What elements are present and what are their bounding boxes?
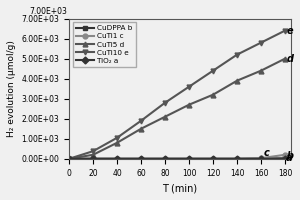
CuTi10 e [187,85,191,88]
X-axis label: T (min): T (min) [163,183,198,193]
Line: CuTi10 e: CuTi10 e [67,28,287,161]
CuTi1 c [235,158,239,160]
CuTi10 e [115,137,119,139]
CuTi1 c [187,158,191,160]
CuTi5 d [139,128,143,130]
CuDPPA b [163,158,167,160]
Line: CuDPPA b: CuDPPA b [67,156,287,161]
CuTi10 e [139,120,143,122]
CuTi1 c [259,157,263,159]
Text: c: c [263,148,269,158]
TiO₂ a [91,158,95,160]
CuDPPA b [139,158,143,160]
CuTi1 c [283,154,287,156]
Y-axis label: H₂ evolution (μmol/g): H₂ evolution (μmol/g) [7,40,16,137]
CuTi5 d [187,103,191,106]
CuTi1 c [115,158,119,160]
Text: b: b [286,151,293,161]
TiO₂ a [163,158,167,160]
CuTi5 d [283,57,287,60]
CuDPPA b [67,158,71,160]
CuTi10 e [259,41,263,44]
CuDPPA b [235,158,239,160]
CuTi10 e [91,150,95,152]
CuTi5 d [163,116,167,118]
CuTi5 d [67,158,71,160]
CuTi10 e [163,101,167,104]
TiO₂ a [187,158,191,160]
CuTi10 e [235,53,239,56]
CuTi10 e [283,29,287,32]
Line: TiO₂ a: TiO₂ a [67,156,287,161]
Text: 7.00E+03: 7.00E+03 [29,7,67,16]
Text: d: d [286,54,293,64]
Text: e: e [286,26,293,36]
CuTi1 c [163,158,167,160]
TiO₂ a [235,158,239,160]
TiO₂ a [115,158,119,160]
CuTi1 c [91,158,95,160]
CuTi5 d [211,93,215,96]
CuTi5 d [259,69,263,72]
CuTi10 e [211,69,215,72]
CuDPPA b [187,158,191,160]
CuDPPA b [211,158,215,160]
Legend: CuDPPA b, CuTi1 c, CuTi5 d, CuTi10 e, TiO₂ a: CuDPPA b, CuTi1 c, CuTi5 d, CuTi10 e, Ti… [73,22,136,67]
CuDPPA b [91,158,95,160]
Text: a: a [286,153,293,163]
TiO₂ a [283,157,287,160]
TiO₂ a [259,158,263,160]
CuTi10 e [67,158,71,160]
CuTi1 c [67,158,71,160]
CuTi5 d [235,79,239,82]
CuTi1 c [139,158,143,160]
CuTi5 d [115,142,119,144]
CuTi5 d [91,154,95,156]
TiO₂ a [67,158,71,160]
Line: CuTi1 c: CuTi1 c [67,152,287,161]
Line: CuTi5 d: CuTi5 d [67,56,287,161]
CuDPPA b [283,157,287,160]
CuDPPA b [259,157,263,160]
TiO₂ a [211,158,215,160]
TiO₂ a [139,158,143,160]
CuTi1 c [211,158,215,160]
CuDPPA b [115,158,119,160]
